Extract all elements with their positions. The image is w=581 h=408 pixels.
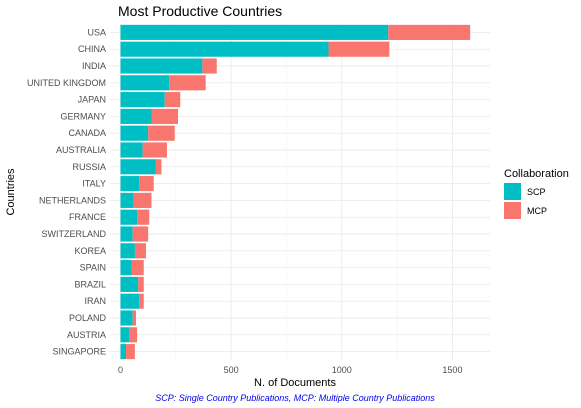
bar-scp-australia <box>120 142 143 158</box>
bar-mcp-korea <box>134 243 146 259</box>
category-labels: USA CHINA INDIA UNITED KINGDOM JAPAN GERMANY C… <box>27 27 107 356</box>
legend-title: Collaboration <box>504 168 569 180</box>
bar-scp-germany <box>120 108 152 124</box>
category-label: AUSTRIA <box>67 330 106 340</box>
category-label: NETHERLANDS <box>39 195 106 205</box>
legend: Collaboration SCP MCP <box>504 168 569 219</box>
bar-mcp-brazil <box>138 276 144 292</box>
category-label: GERMANY <box>60 111 106 121</box>
category-label: USA <box>87 27 106 37</box>
bar-mcp-china <box>328 41 390 57</box>
bar-mcp-france <box>137 209 150 225</box>
category-label: INDIA <box>82 61 106 71</box>
category-label: SPAIN <box>80 263 106 273</box>
bar-scp-usa <box>120 24 389 40</box>
category-label: IRAN <box>84 296 106 306</box>
bars <box>120 24 471 360</box>
category-label: RUSSIA <box>72 162 106 172</box>
bar-scp-netherlands <box>120 192 134 208</box>
chart-title: Most Productive Countries <box>118 3 282 19</box>
bar-scp-india <box>120 58 203 74</box>
bar-mcp-canada <box>148 125 175 141</box>
y-axis-title: Countries <box>5 168 17 216</box>
x-tick-labels: 0 500 1000 1500 <box>118 365 462 375</box>
category-label: KOREA <box>74 246 106 256</box>
bar-mcp-united-kingdom <box>169 75 206 91</box>
bar-mcp-switzerland <box>132 226 149 242</box>
bar-mcp-austria <box>129 327 138 343</box>
bar-scp-brazil <box>120 276 139 292</box>
bar-mcp-iran <box>139 293 144 309</box>
bar-scp-united-kingdom <box>120 75 170 91</box>
category-label: FRANCE <box>69 212 106 222</box>
legend-swatch-mcp <box>504 202 521 219</box>
bar-scp-russia <box>120 159 156 175</box>
bar-mcp-india <box>202 58 217 74</box>
x-tick-label: 0 <box>118 365 123 375</box>
bar-mcp-italy <box>139 176 154 192</box>
category-label: JAPAN <box>78 95 106 105</box>
bar-scp-iran <box>120 293 140 309</box>
bar-mcp-singapore <box>126 344 135 360</box>
bar-scp-poland <box>120 310 133 326</box>
legend-swatch-scp <box>504 183 521 200</box>
bar-mcp-australia <box>142 142 167 158</box>
category-label: SWITZERLAND <box>41 229 106 239</box>
x-tick-label: 500 <box>224 365 239 375</box>
bar-scp-canada <box>120 125 149 141</box>
grid <box>110 24 490 360</box>
bar-mcp-japan <box>164 92 181 108</box>
category-label: SINGAPORE <box>52 347 106 357</box>
category-label: UNITED KINGDOM <box>27 78 106 88</box>
bar-scp-china <box>120 41 329 57</box>
category-label: AUSTRALIA <box>56 145 106 155</box>
category-label: CHINA <box>78 44 106 54</box>
legend-label-mcp: MCP <box>527 206 547 216</box>
bar-mcp-netherlands <box>133 192 152 208</box>
bar-mcp-germany <box>151 108 179 124</box>
bar-mcp-spain <box>131 260 144 276</box>
bar-scp-korea <box>120 243 135 259</box>
bar-scp-france <box>120 209 138 225</box>
legend-label-scp: SCP <box>527 187 546 197</box>
category-label: BRAZIL <box>74 279 106 289</box>
x-tick-label: 1500 <box>442 365 462 375</box>
bar-scp-singapore <box>120 344 127 360</box>
category-label: CANADA <box>68 128 106 138</box>
bar-mcp-poland <box>132 310 136 326</box>
bar-scp-japan <box>120 92 165 108</box>
bar-scp-italy <box>120 176 140 192</box>
bar-mcp-russia <box>155 159 162 175</box>
bar-scp-spain <box>120 260 132 276</box>
x-axis-title: N. of Documents <box>254 377 336 389</box>
bar-scp-switzerland <box>120 226 133 242</box>
bar-scp-austria <box>120 327 130 343</box>
category-label: POLAND <box>69 313 107 323</box>
bar-mcp-usa <box>388 24 471 40</box>
category-label: ITALY <box>82 179 106 189</box>
chart-caption: SCP: Single Country Publications, MCP: M… <box>155 393 435 403</box>
x-tick-label: 1000 <box>332 365 352 375</box>
